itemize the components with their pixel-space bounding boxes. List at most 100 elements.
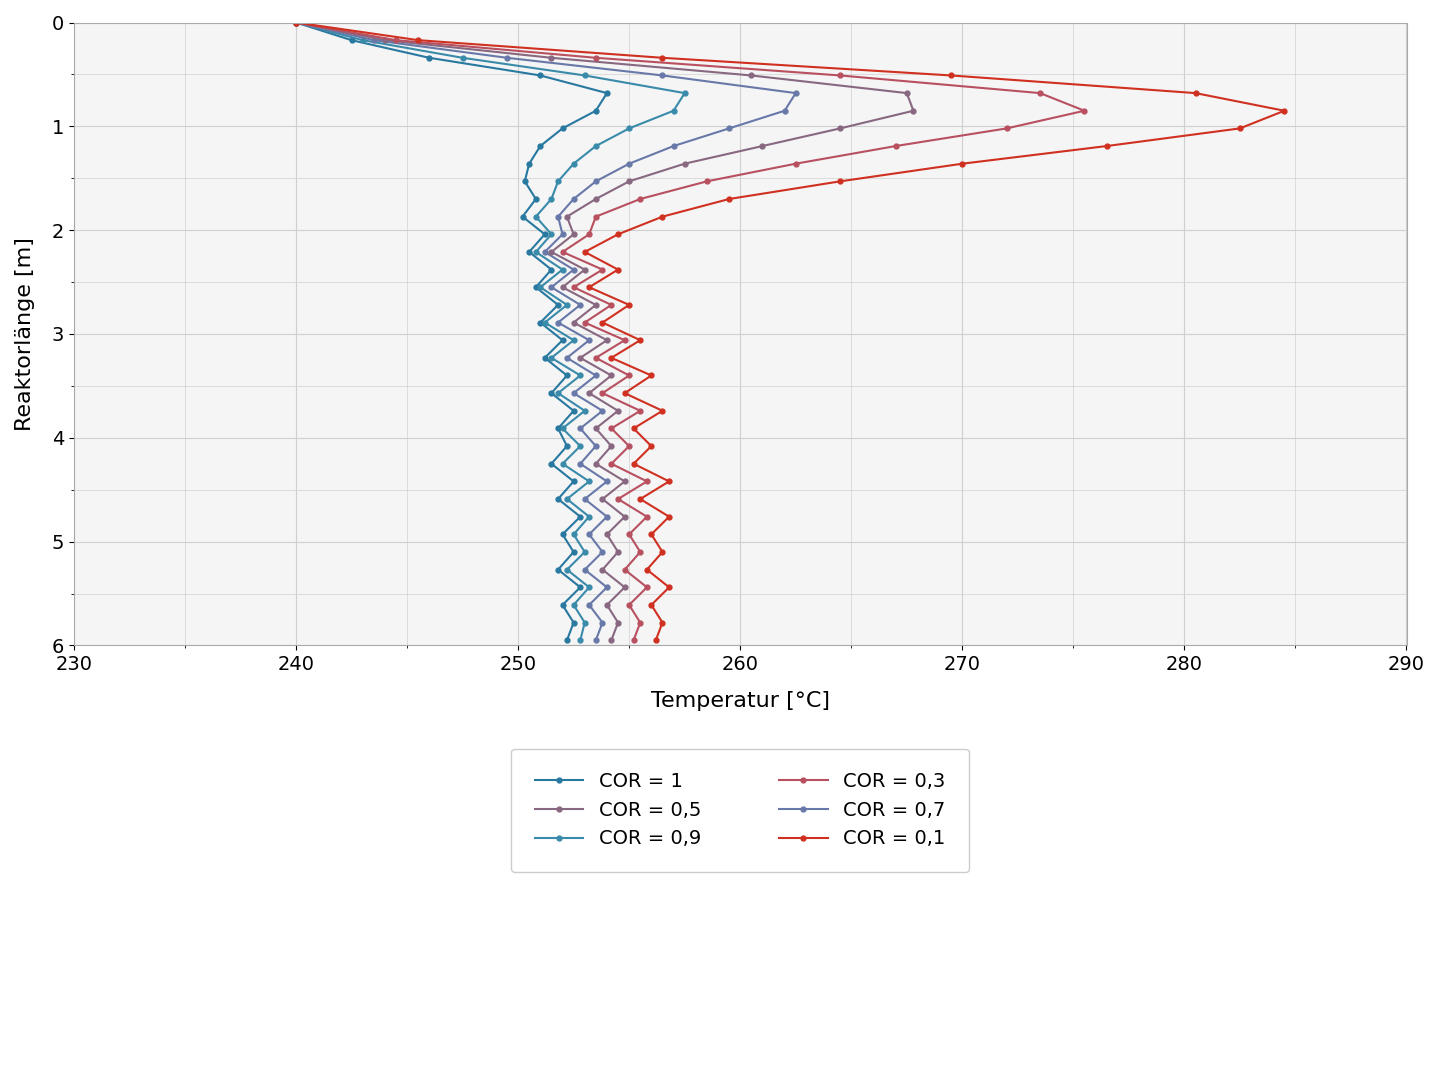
COR = 0,1 bbox=[409, 33, 426, 46]
COR = 1 bbox=[536, 351, 553, 364]
COR = 1 bbox=[527, 281, 544, 294]
COR = 0,5 bbox=[899, 86, 916, 99]
COR = 1 bbox=[554, 122, 572, 135]
COR = 0,1 bbox=[661, 475, 678, 488]
COR = 0,9 bbox=[554, 264, 572, 276]
COR = 0,3 bbox=[616, 334, 634, 347]
COR = 0,5 bbox=[753, 139, 770, 152]
COR = 0,1 bbox=[632, 334, 649, 347]
COR = 0,7 bbox=[776, 105, 793, 118]
COR = 1 bbox=[531, 139, 549, 152]
Line: COR = 0,1: COR = 0,1 bbox=[294, 21, 1287, 643]
COR = 0,3 bbox=[632, 616, 649, 629]
COR = 0,7 bbox=[788, 86, 805, 99]
COR = 0,7 bbox=[550, 316, 567, 329]
COR = 0,9 bbox=[559, 492, 576, 505]
COR = 1 bbox=[531, 69, 549, 82]
COR = 0,9 bbox=[550, 387, 567, 400]
COR = 0,1 bbox=[576, 245, 593, 258]
COR = 0,5 bbox=[603, 369, 621, 382]
COR = 0,3 bbox=[632, 404, 649, 417]
COR = 1 bbox=[550, 563, 567, 576]
COR = 0,9 bbox=[564, 158, 582, 171]
COR = 0,5 bbox=[572, 351, 589, 364]
COR = 1 bbox=[550, 492, 567, 505]
COR = 0,5 bbox=[598, 598, 615, 611]
COR = 0,1 bbox=[720, 192, 737, 205]
COR = 0,3 bbox=[788, 158, 805, 171]
COR = 0,1 bbox=[654, 616, 671, 629]
COR = 0,5 bbox=[543, 52, 560, 65]
COR = 0,7 bbox=[598, 510, 615, 523]
COR = 1 bbox=[564, 475, 582, 488]
COR = 0,3 bbox=[603, 422, 621, 435]
COR = 0,3 bbox=[621, 369, 638, 382]
COR = 1 bbox=[531, 316, 549, 329]
Legend: COR = 1, COR = 0,5, COR = 0,9, COR = 0,3, COR = 0,7, COR = 0,1: COR = 1, COR = 0,5, COR = 0,9, COR = 0,3… bbox=[511, 748, 969, 872]
COR = 0,1 bbox=[580, 281, 598, 294]
COR = 0,1 bbox=[661, 581, 678, 594]
COR = 0,7 bbox=[588, 634, 605, 647]
COR = 1 bbox=[564, 616, 582, 629]
COR = 0,1 bbox=[642, 440, 660, 453]
COR = 1 bbox=[572, 581, 589, 594]
COR = 0,5 bbox=[564, 228, 582, 241]
COR = 0,9 bbox=[564, 528, 582, 541]
COR = 0,1 bbox=[943, 69, 960, 82]
Line: COR = 1: COR = 1 bbox=[294, 21, 609, 643]
COR = 0,5 bbox=[616, 475, 634, 488]
COR = 0,3 bbox=[632, 192, 649, 205]
COR = 0,5 bbox=[831, 122, 848, 135]
COR = 0,7 bbox=[654, 69, 671, 82]
COR = 1 bbox=[527, 192, 544, 205]
COR = 0,1 bbox=[647, 634, 664, 647]
COR = 0,3 bbox=[638, 475, 655, 488]
COR = 0,1 bbox=[642, 528, 660, 541]
COR = 0,5 bbox=[904, 105, 922, 118]
COR = 0,1 bbox=[1231, 122, 1248, 135]
COR = 0,3 bbox=[1031, 86, 1048, 99]
COR = 0,3 bbox=[831, 69, 848, 82]
COR = 0,5 bbox=[616, 510, 634, 523]
COR = 1 bbox=[543, 457, 560, 470]
COR = 0,1 bbox=[593, 316, 611, 329]
COR = 0,9 bbox=[564, 598, 582, 611]
COR = 1 bbox=[564, 404, 582, 417]
COR = 0,7 bbox=[564, 264, 582, 276]
COR = 0,7 bbox=[720, 122, 737, 135]
COR = 0,7 bbox=[588, 369, 605, 382]
COR = 0,3 bbox=[603, 298, 621, 311]
COR = 0,1 bbox=[625, 457, 642, 470]
COR = 1 bbox=[343, 33, 360, 46]
COR = 0,7 bbox=[536, 245, 553, 258]
COR = 0,9 bbox=[554, 457, 572, 470]
COR = 0,9 bbox=[543, 192, 560, 205]
COR = 1 bbox=[554, 334, 572, 347]
COR = 0,5 bbox=[543, 245, 560, 258]
COR = 0,3 bbox=[588, 211, 605, 224]
COR = 0,9 bbox=[354, 33, 372, 46]
COR = 0,5 bbox=[376, 33, 393, 46]
COR = 0,1 bbox=[1276, 105, 1293, 118]
COR = 1 bbox=[564, 545, 582, 558]
Y-axis label: Reaktorlänge [m]: Reaktorlänge [m] bbox=[14, 237, 35, 431]
COR = 0,7 bbox=[588, 440, 605, 453]
COR = 0,1 bbox=[654, 545, 671, 558]
COR = 0,9 bbox=[559, 298, 576, 311]
COR = 0,5 bbox=[554, 281, 572, 294]
COR = 0,9 bbox=[554, 422, 572, 435]
COR = 0,7 bbox=[498, 52, 516, 65]
COR = 0,1 bbox=[288, 16, 305, 29]
Line: COR = 0,9: COR = 0,9 bbox=[294, 21, 687, 643]
COR = 0,7 bbox=[580, 334, 598, 347]
COR = 0,7 bbox=[543, 281, 560, 294]
COR = 0,7 bbox=[580, 528, 598, 541]
COR = 0,5 bbox=[675, 158, 693, 171]
COR = 1 bbox=[520, 158, 537, 171]
COR = 0,3 bbox=[593, 264, 611, 276]
COR = 0,7 bbox=[564, 192, 582, 205]
COR = 0,5 bbox=[593, 492, 611, 505]
COR = 0,7 bbox=[576, 563, 593, 576]
COR = 0,9 bbox=[572, 369, 589, 382]
COR = 0,7 bbox=[588, 175, 605, 188]
